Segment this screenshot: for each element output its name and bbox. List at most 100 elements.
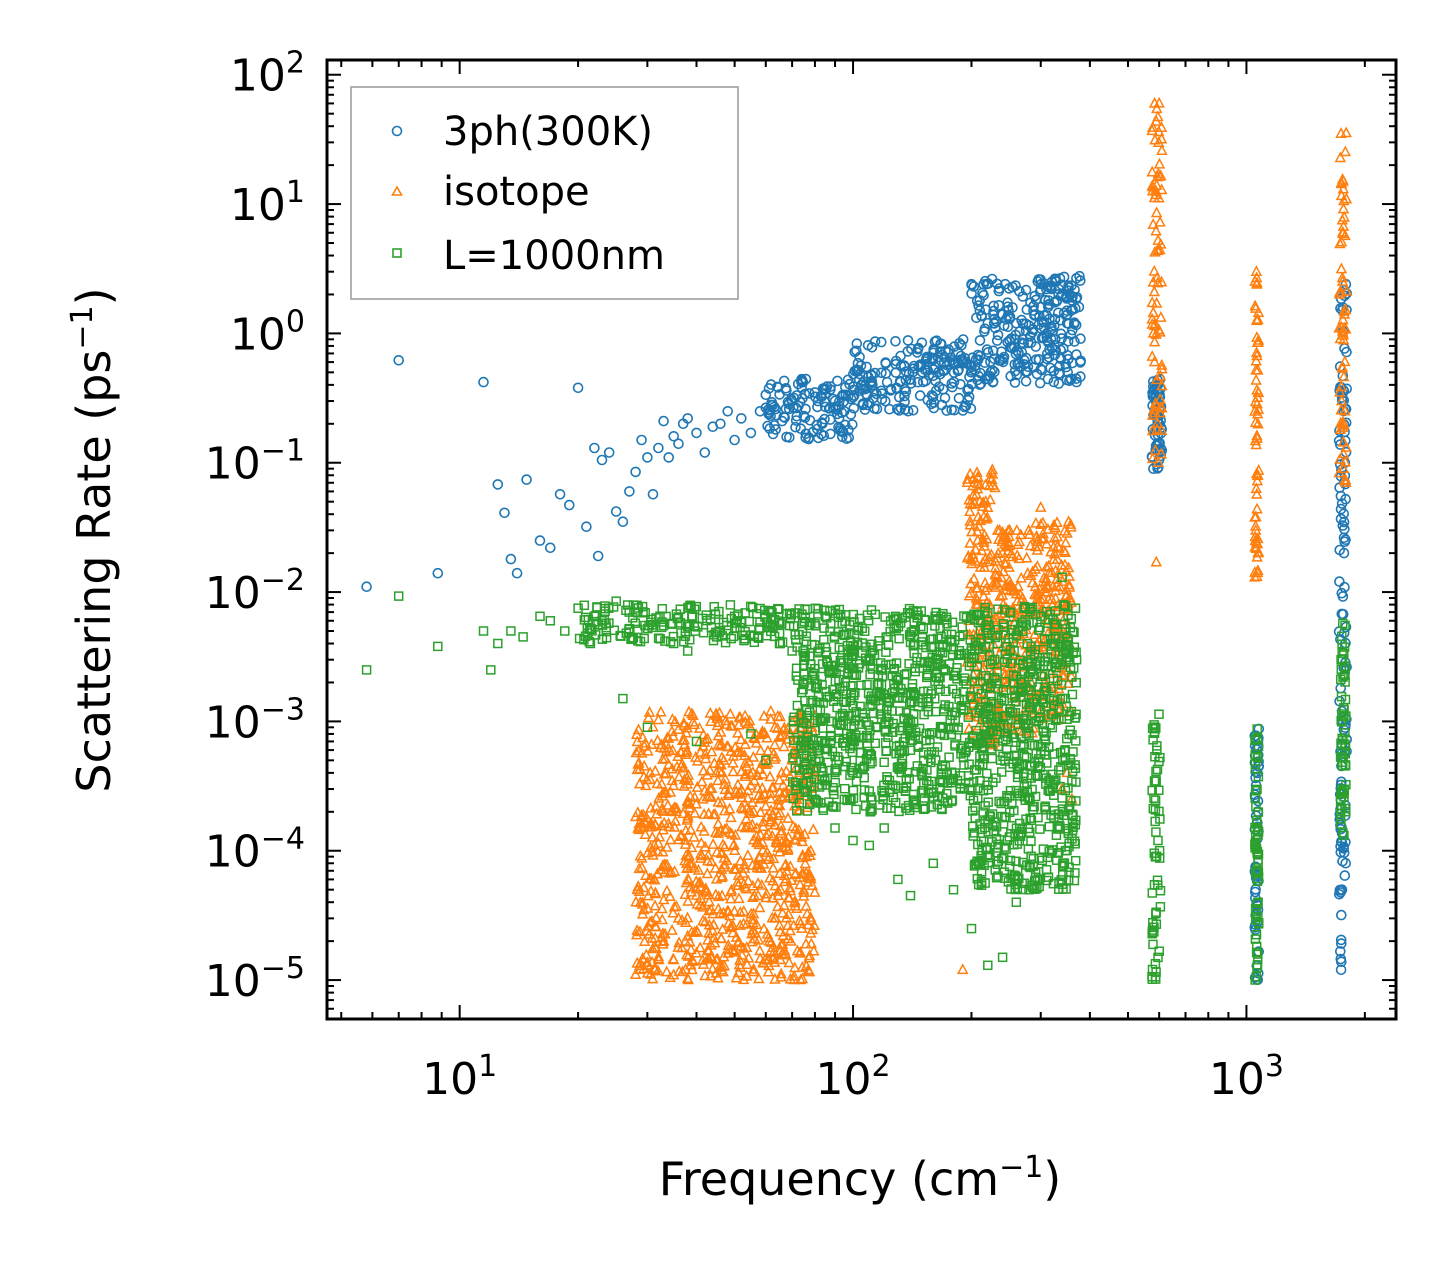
data-point-cluster [905,735,916,745]
data-point-cluster [862,339,874,351]
data-point [839,794,850,805]
data-point-cluster [1251,947,1262,958]
data-point-cluster [919,778,929,788]
data-point [864,840,875,851]
data-point-cluster [699,915,711,927]
data-point-cluster [798,684,808,695]
data-point-cluster [731,875,744,887]
data-point-cluster [1147,888,1158,898]
data-point-cluster [1063,610,1073,620]
data-point-cluster [990,865,1000,875]
data-point-cluster [824,797,834,807]
data-point-cluster [755,728,767,739]
data-point-cluster [820,383,831,395]
data-point [867,379,878,391]
data-point-cluster [1005,703,1016,714]
data-point-cluster [1055,344,1066,356]
data-point-cluster [864,786,875,796]
data-point-cluster [1067,825,1078,836]
data-point-cluster [742,849,754,861]
data-point-cluster [841,697,852,708]
data-point-cluster [1064,867,1074,878]
data-point-cluster [1055,694,1065,705]
data-point-cluster [788,969,800,981]
data-point-cluster [889,622,899,633]
data-point-cluster [1065,670,1078,682]
data-point-cluster [713,960,726,972]
data-point-cluster [716,766,728,778]
data-point-cluster [1028,861,1038,871]
data-point-cluster [660,786,672,798]
data-point-cluster [1059,746,1070,756]
data-point-cluster [1153,461,1164,473]
data-point-cluster [1252,784,1262,795]
data-point-cluster [646,932,658,943]
data-point-cluster [1010,879,1021,890]
data-point-cluster [661,884,673,896]
data-point-cluster [867,795,877,805]
data-point-cluster [979,357,991,369]
data-point-cluster [753,851,765,863]
data-point-cluster [709,807,721,819]
data-point-cluster [965,586,977,598]
data-point-cluster [845,636,856,646]
data-point-cluster [969,861,980,871]
data-point-cluster [783,956,795,968]
data-point-cluster [894,748,904,759]
data-point [493,638,503,649]
data-point-cluster [1338,516,1350,528]
data-point-cluster [724,707,736,719]
data-point-cluster [1031,694,1042,704]
data-point-cluster [1249,510,1261,522]
data-point-cluster [1151,827,1161,837]
data-point-cluster [764,712,777,724]
data-point-cluster [715,863,728,874]
data-point-cluster [955,631,965,642]
data-point-cluster [727,765,739,777]
data-point [1024,884,1034,895]
data-point-cluster [863,615,874,626]
data-point-cluster [989,366,1000,378]
data-point-cluster [694,847,707,859]
data-point-cluster [845,409,857,420]
data-point-cluster [1146,452,1159,464]
data-point-cluster [1251,818,1262,828]
data-point-cluster [870,695,881,706]
data-point-cluster [1337,182,1350,194]
data-point-cluster [1337,462,1350,473]
data-point-cluster [926,802,936,812]
data-point-cluster [998,351,1010,363]
data-point-cluster [739,768,752,779]
data-point-cluster [987,744,997,754]
data-point-cluster [798,886,810,897]
data-point-cluster [1065,373,1077,385]
data-point-cluster [747,805,760,817]
data-point-cluster [994,796,1004,807]
data-point-cluster [724,909,736,921]
data-point-cluster [682,894,694,906]
data-point-cluster [882,803,892,813]
data-point-cluster [796,376,807,388]
data-point-cluster [814,697,825,708]
data-point-cluster [631,883,644,895]
data-point-cluster [1335,503,1347,515]
data-point-cluster [1002,744,1012,755]
data-point-cluster [1063,580,1076,592]
data-point-cluster [728,904,741,916]
data-point-cluster [712,774,724,786]
data-point-cluster [930,621,940,631]
data-point-cluster [1014,357,1025,369]
data-point-cluster [978,807,988,817]
data-point-cluster [1012,763,1023,774]
data-point-cluster [1050,344,1061,356]
data-point-cluster [662,798,674,810]
data-point-cluster [691,781,704,792]
data-point-cluster [1024,793,1035,803]
data-point-cluster [1149,722,1160,732]
data-point [829,395,841,407]
data-point [581,521,592,533]
data-point-cluster [1060,601,1070,611]
data-point-cluster [854,351,865,363]
data-point [809,387,821,398]
data-point-cluster [638,935,651,947]
